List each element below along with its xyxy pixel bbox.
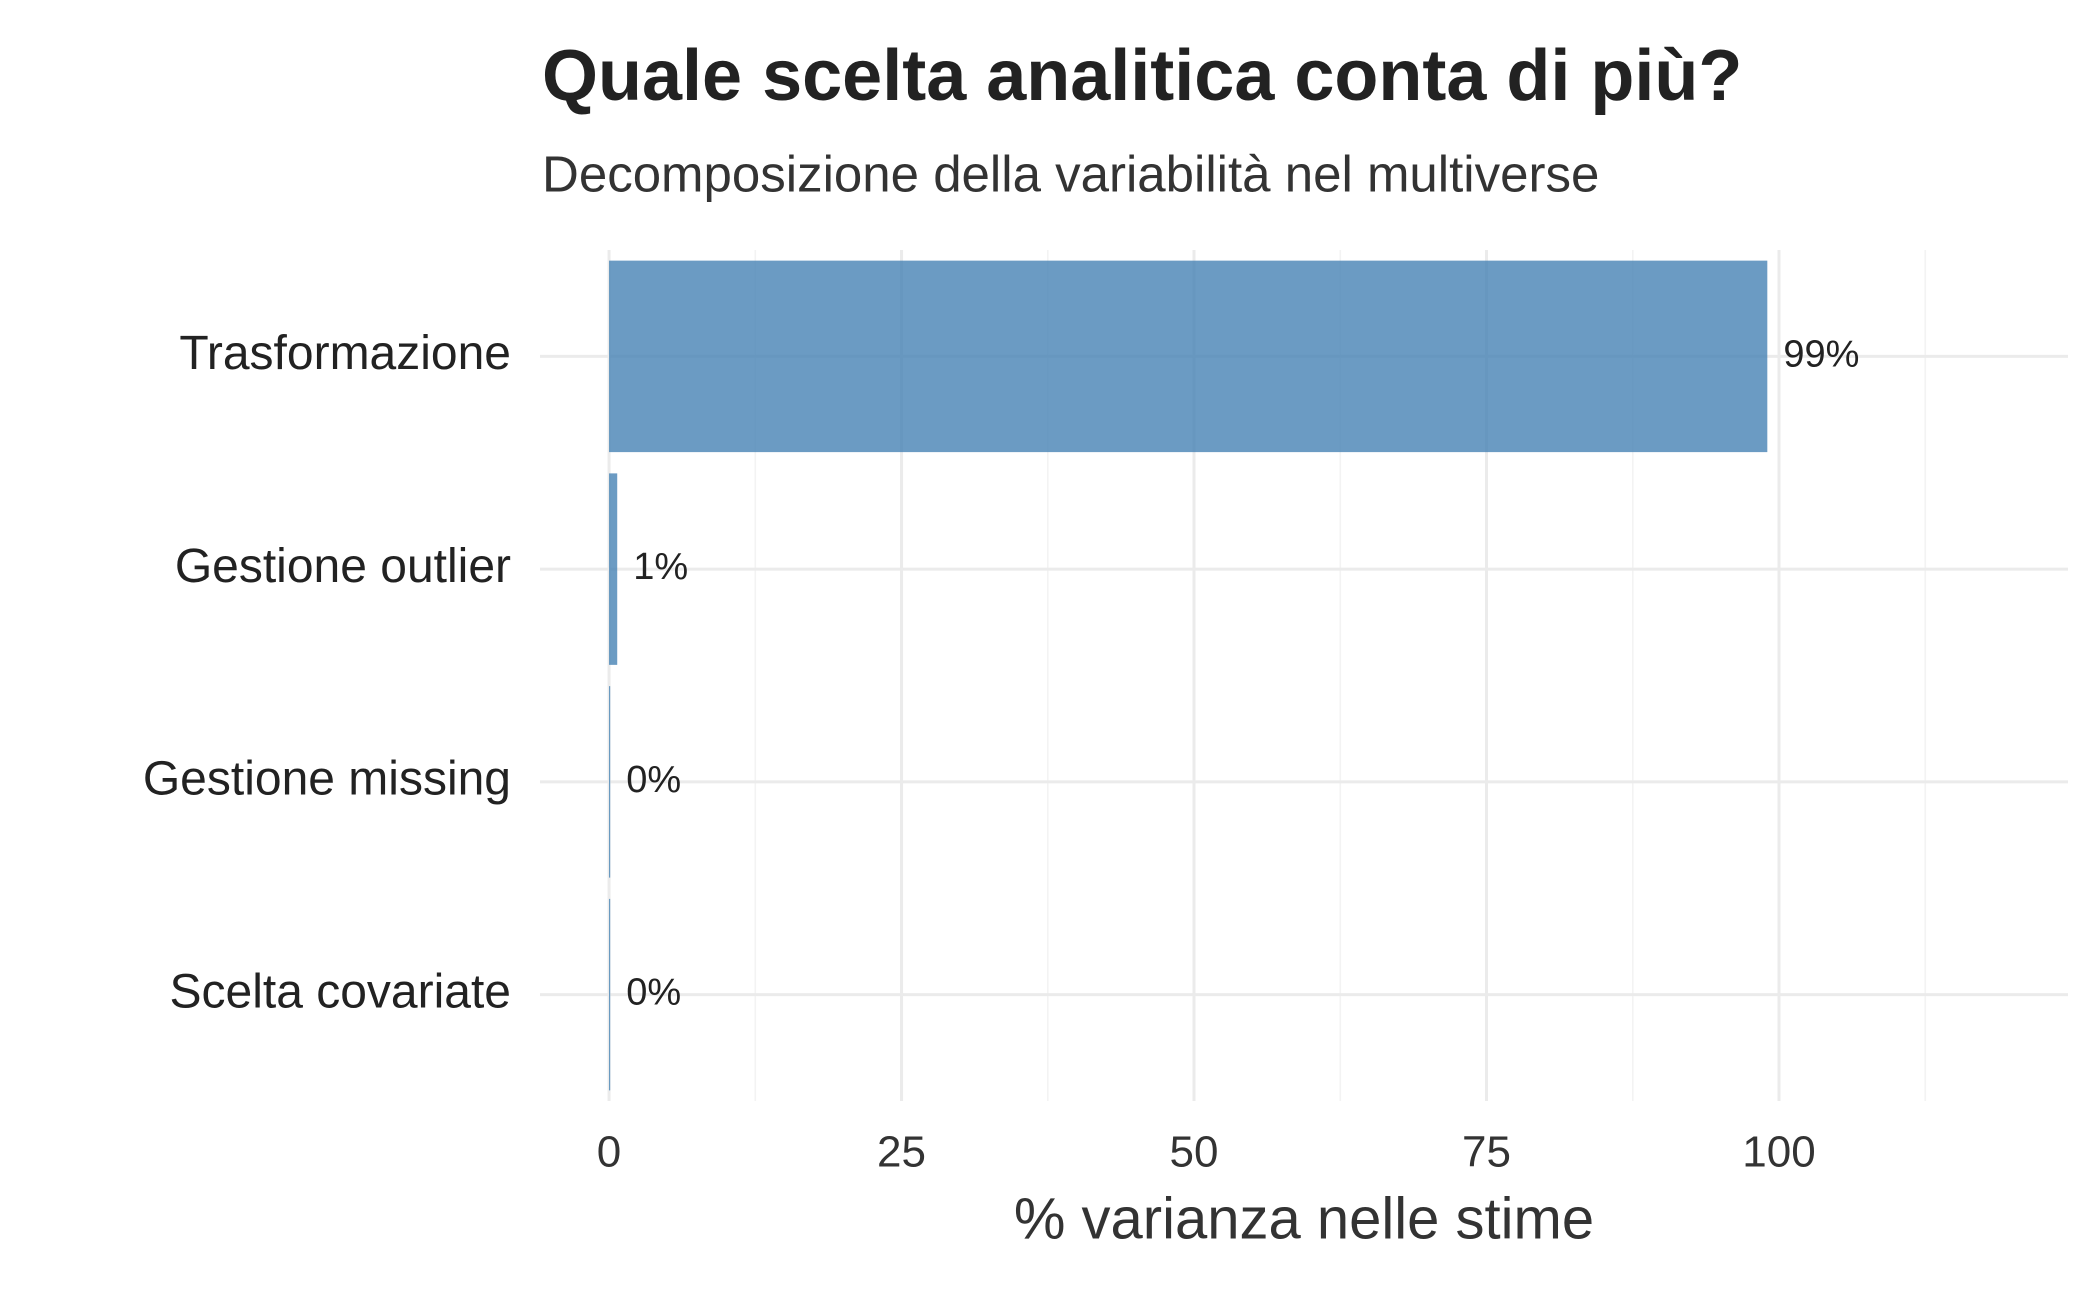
y-tick-label: Gestione missing: [143, 753, 511, 806]
chart-title: Quale scelta analitica conta di più?: [542, 36, 1742, 116]
bar: [609, 898, 611, 1091]
x-axis-label: % varianza nelle stime: [1014, 1186, 1594, 1251]
y-tick-label: Scelta covariate: [169, 965, 511, 1018]
x-tick-label: 0: [597, 1128, 621, 1177]
value-label: 99%: [1783, 333, 1859, 375]
chart-subtitle: Decomposizione della variabilità nel mul…: [542, 145, 1599, 202]
x-tick-label: 75: [1462, 1128, 1511, 1177]
value-label: 1%: [633, 546, 688, 588]
x-tick-label: 100: [1742, 1128, 1815, 1177]
bar: [609, 686, 611, 878]
y-tick-label: Trasformazione: [179, 327, 511, 380]
x-tick-label: 50: [1170, 1128, 1219, 1177]
x-tick-label: 25: [877, 1128, 926, 1177]
bar: [609, 260, 1768, 453]
bar: [609, 473, 618, 665]
value-label: 0%: [626, 759, 681, 801]
value-label: 0%: [626, 972, 681, 1014]
y-tick-label: Gestione outlier: [175, 540, 511, 593]
